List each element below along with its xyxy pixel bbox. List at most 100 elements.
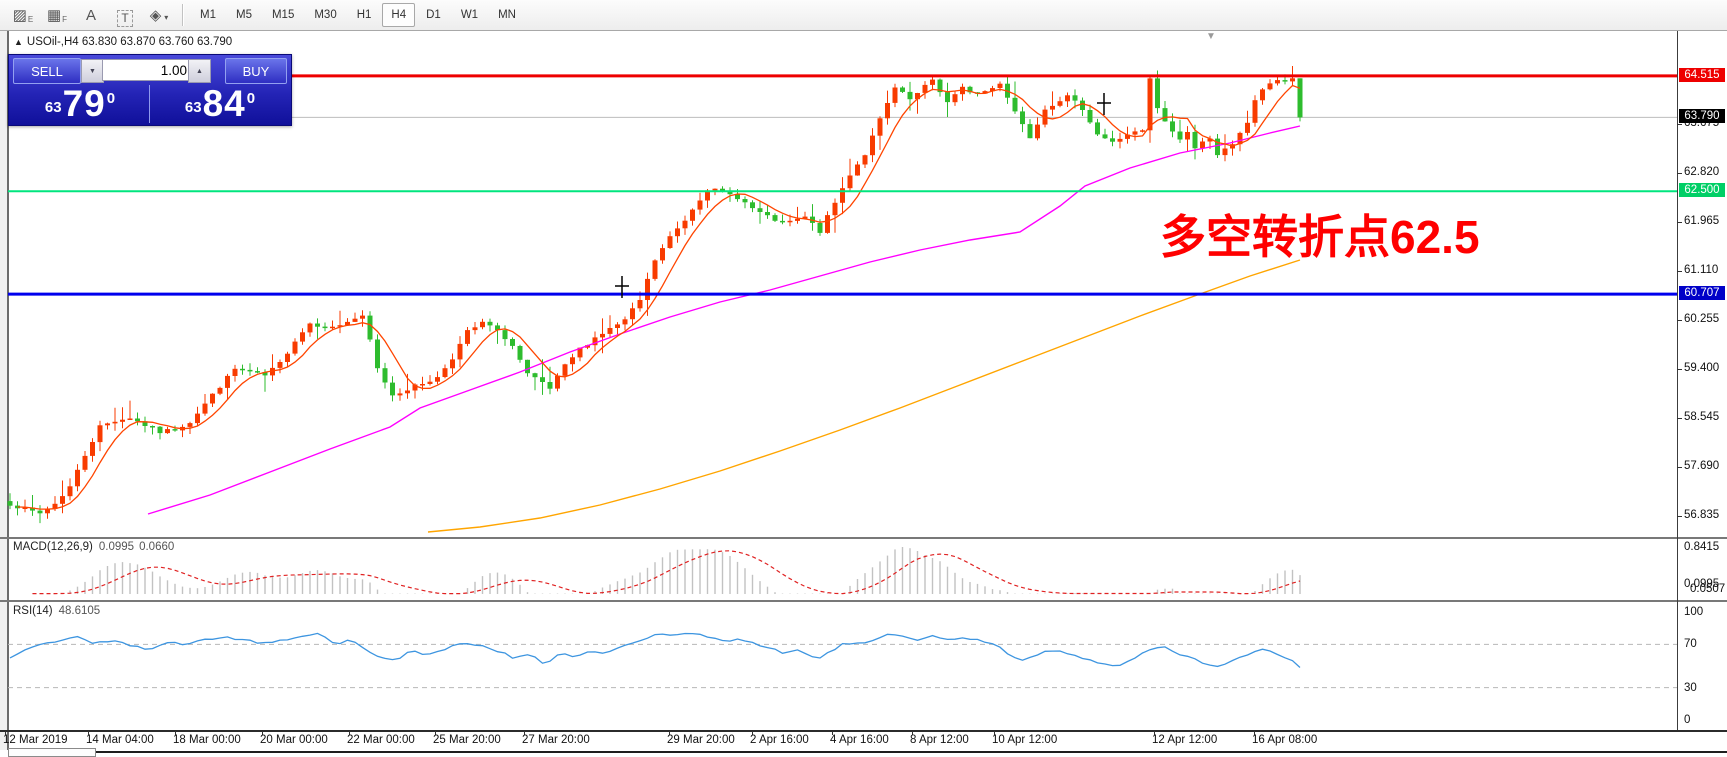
timeframe-w1[interactable]: W1 bbox=[460, 9, 479, 21]
buy-price-small: 63 bbox=[184, 99, 202, 116]
price-tick bbox=[1677, 124, 1682, 125]
time-axis-label: 16 Apr 08:00 bbox=[1252, 734, 1318, 746]
symbol-ohlc-header: ▲ USOil-,H4 63.830 63.870 63.760 63.790 bbox=[14, 36, 232, 48]
buy-button[interactable]: BUY bbox=[225, 58, 287, 84]
time-tick bbox=[1254, 731, 1255, 735]
price-tick-label: 60.255 bbox=[1684, 313, 1720, 325]
ma-mid-line bbox=[147, 125, 1301, 515]
time-tick bbox=[832, 731, 833, 735]
time-axis-label: 2 Apr 16:00 bbox=[750, 734, 809, 746]
rsi-scale-70: 70 bbox=[1684, 638, 1697, 651]
macd-value-signal: 0.0660 bbox=[139, 541, 175, 553]
price-tick bbox=[1677, 418, 1682, 419]
window-left-edge bbox=[0, 31, 9, 750]
buy-price[interactable]: 63 84 0 bbox=[152, 82, 288, 124]
price-tick-label: 56.835 bbox=[1684, 509, 1720, 521]
time-axis-label: 20 Mar 00:00 bbox=[260, 734, 328, 746]
rsi-scale-30: 30 bbox=[1684, 681, 1697, 694]
time-tick bbox=[262, 731, 263, 735]
ma-fast-line bbox=[17, 84, 1301, 510]
macd-indicator-panel[interactable] bbox=[0, 539, 1727, 600]
price-tick-label: 62.820 bbox=[1684, 166, 1720, 178]
macd-label: MACD(12,26,9) 0.0995 0.0660 bbox=[13, 541, 175, 553]
price-tick-label: 57.690 bbox=[1684, 460, 1720, 472]
timeframe-h1[interactable]: H1 bbox=[356, 9, 372, 21]
volume-input[interactable] bbox=[102, 59, 192, 81]
sell-price-small: 63 bbox=[44, 99, 62, 116]
objects-tool-icon[interactable]: ◈ ▾ bbox=[149, 7, 169, 24]
time-axis-label: 4 Apr 16:00 bbox=[830, 734, 889, 746]
text-tool-icon[interactable]: A bbox=[85, 7, 96, 24]
time-axis-label: 18 Mar 00:00 bbox=[173, 734, 241, 746]
panel-divider-rsi[interactable] bbox=[0, 600, 1727, 602]
time-tick bbox=[349, 731, 350, 735]
price-tick-label: 58.545 bbox=[1684, 411, 1720, 423]
price-badge-63790: 63.790 bbox=[1679, 109, 1725, 123]
price-axis-border bbox=[1677, 31, 1678, 730]
price-tick-label: 61.965 bbox=[1684, 215, 1720, 227]
chart-top-border bbox=[0, 30, 1727, 31]
ma-slow-line bbox=[427, 259, 1301, 533]
timeframe-m5[interactable]: M5 bbox=[235, 9, 252, 21]
rsi-value: 48.6105 bbox=[58, 605, 101, 617]
time-tick bbox=[5, 731, 6, 735]
macd-value-main: 0.0995 bbox=[98, 541, 135, 553]
time-tick bbox=[1154, 731, 1155, 735]
toolbar: ▨ E ▦ F A T ◈ ▾ M1 M5 M15 M30 H1 H4 D1 W1 MN bbox=[0, 0, 1727, 31]
timeframe-m30[interactable]: M30 bbox=[314, 9, 337, 21]
price-divider bbox=[149, 85, 150, 123]
sell-price[interactable]: 63 79 0 bbox=[11, 82, 149, 124]
rsi-scale-0: 0 bbox=[1684, 714, 1691, 726]
rsi-indicator-panel[interactable] bbox=[0, 602, 1727, 730]
macd-scale-overlap-1: 0.0507 bbox=[1690, 583, 1726, 595]
rsi-line bbox=[9, 632, 1301, 668]
macd-signal-line bbox=[32, 550, 1301, 595]
timeframe-mn[interactable]: MN bbox=[498, 9, 516, 21]
toolbar-separator bbox=[182, 4, 184, 26]
cross-marker bbox=[1097, 93, 1111, 115]
price-tick-label: 59.400 bbox=[1684, 362, 1720, 374]
scrollbar-thumb[interactable] bbox=[8, 748, 96, 757]
volume-decrease-button[interactable]: ▼ bbox=[81, 59, 104, 83]
price-tick bbox=[1677, 467, 1682, 468]
one-click-trading-panel: SELL ▼ ▲ BUY 63 79 0 63 84 0 bbox=[8, 54, 292, 126]
grid-tool-icon[interactable]: ▦ F bbox=[46, 7, 68, 24]
panel-divider-bottom bbox=[0, 730, 1727, 732]
rsi-label: RSI(14) 48.6105 bbox=[13, 605, 101, 617]
chart-style-tool-icon[interactable]: ▨ E bbox=[12, 7, 34, 24]
panel-divider-macd[interactable] bbox=[0, 537, 1727, 539]
timeframe-h4[interactable]: H4 bbox=[382, 3, 416, 27]
volume-increase-button[interactable]: ▲ bbox=[188, 59, 211, 83]
sell-price-big: 79 bbox=[62, 82, 106, 124]
time-tick bbox=[669, 731, 670, 735]
chart-annotation-text: 多空转折点62.5 bbox=[1160, 211, 1480, 263]
price-tick bbox=[1677, 173, 1682, 174]
timeframe-m15[interactable]: M15 bbox=[271, 9, 295, 21]
macd-scale-top: 0.8415 bbox=[1684, 541, 1720, 553]
chart-shift-marker-icon: ▼ bbox=[1206, 31, 1216, 42]
buy-price-sup: 0 bbox=[246, 90, 256, 107]
label-tool-icon[interactable]: T bbox=[109, 3, 141, 27]
sell-price-sup: 0 bbox=[106, 90, 116, 107]
time-tick bbox=[88, 731, 89, 735]
symbol-arrow-icon: ▲ bbox=[14, 37, 23, 47]
timeframe-m1[interactable]: M1 bbox=[200, 9, 216, 21]
time-axis-label: 12 Apr 12:00 bbox=[1152, 734, 1218, 746]
drawing-tools-group: ▨ E ▦ F A T ◈ ▾ bbox=[6, 3, 176, 27]
time-axis-label: 8 Apr 12:00 bbox=[910, 734, 969, 746]
rsi-scale-100: 100 bbox=[1684, 606, 1704, 618]
scrollbar-track[interactable] bbox=[95, 751, 1727, 753]
price-tick bbox=[1677, 320, 1682, 321]
buy-price-big: 84 bbox=[202, 82, 246, 124]
time-axis-label: 27 Mar 20:00 bbox=[522, 734, 590, 746]
macd-histogram bbox=[31, 547, 1301, 594]
time-axis-label: 10 Apr 12:00 bbox=[992, 734, 1058, 746]
cross-marker bbox=[615, 276, 629, 298]
sell-button[interactable]: SELL bbox=[13, 58, 81, 84]
macd-scale-overlap-0: 0.0995 bbox=[1684, 578, 1720, 590]
timeframe-d1[interactable]: D1 bbox=[426, 9, 441, 21]
time-tick bbox=[912, 731, 913, 735]
time-tick bbox=[994, 731, 995, 735]
time-axis-label: 14 Mar 04:00 bbox=[86, 734, 154, 746]
price-tick-label: 61.110 bbox=[1684, 264, 1719, 276]
